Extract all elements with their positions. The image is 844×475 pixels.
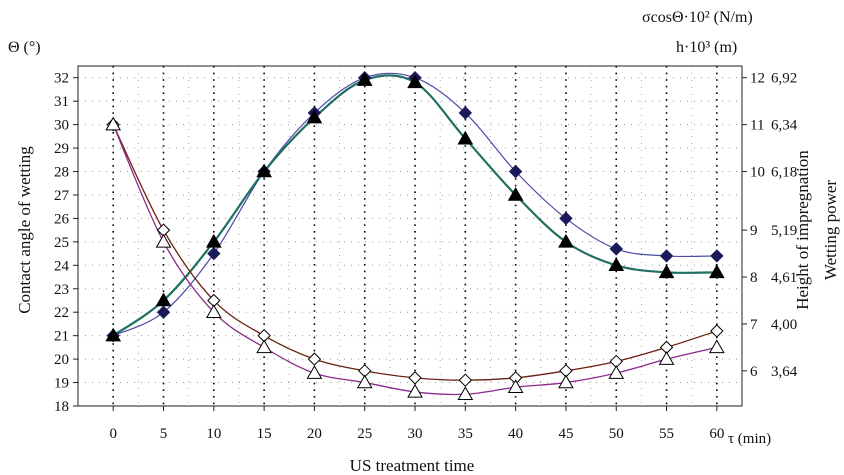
x-tick-label: 20 [307, 426, 322, 442]
y-right-outer-tick-label: 5,19 [771, 223, 797, 239]
diamond-marker [307, 352, 322, 366]
x-tick-label: 55 [659, 426, 674, 442]
y-left-tick-label: 18 [54, 399, 69, 415]
y-left-tick-label: 20 [54, 352, 69, 368]
triangle-marker [407, 74, 423, 89]
triangle-marker [507, 186, 524, 201]
x-tick-label: 5 [160, 426, 168, 442]
triangle-marker [155, 233, 172, 248]
y-left-tick-label: 24 [54, 258, 70, 274]
triangle-marker [105, 327, 122, 342]
y-right-inner-tick-label: 6 [750, 364, 758, 380]
y-right-inner-tick-label: 11 [750, 118, 764, 134]
diamond-marker [458, 106, 473, 120]
y-left-tick-label: 23 [54, 282, 69, 298]
y-right-inner-tick-label: 12 [750, 71, 765, 87]
triangle-marker [608, 257, 625, 272]
triangle-marker [407, 383, 423, 398]
y-right-inner-tick-label: 8 [750, 270, 758, 286]
y-left-tick-label: 21 [54, 329, 69, 345]
x-tick-label: 35 [458, 426, 473, 442]
triangle-marker [457, 130, 474, 145]
y-right-inner-tick-label: 7 [750, 317, 758, 333]
triangle-marker [256, 339, 272, 354]
series-markers [105, 71, 725, 401]
y-left-unit: Θ (°) [8, 39, 41, 56]
y-left-label: Contact angle of wetting [15, 146, 34, 314]
series-curves [112, 72, 718, 396]
triangle-marker [507, 379, 524, 393]
y-left-tick-label: 26 [54, 211, 70, 227]
y-right-inner-unit: h·10³ (m) [676, 39, 737, 56]
x-tick-label: 60 [709, 426, 724, 442]
diamond-marker [559, 211, 573, 226]
triangle-marker [708, 339, 725, 354]
y-left-tick-label: 31 [54, 94, 69, 110]
x-tick-label: 50 [609, 426, 624, 442]
triangle-marker [205, 233, 222, 248]
y-left-tick-label: 32 [54, 71, 69, 87]
triangle-marker [306, 109, 323, 124]
diamond-marker [710, 249, 724, 263]
triangle-marker [558, 374, 574, 389]
triangle-marker [105, 116, 122, 131]
y-right-outer-unit: σcosΘ·10² (N/m) [642, 9, 753, 26]
y-left-tick-label: 25 [54, 235, 69, 251]
triangle-marker [658, 351, 675, 365]
y-right-outer-tick-label: 3,64 [771, 364, 798, 380]
triangle-marker [256, 163, 272, 178]
triangle-marker [155, 292, 172, 307]
y-left-tick-label: 28 [54, 165, 69, 181]
y-right-inner-tick-label: 10 [750, 165, 765, 181]
tick-marks [73, 77, 747, 411]
diamond-marker [458, 373, 473, 387]
x-tick-label: 0 [109, 426, 117, 442]
tick-labels: 0 5 10 15 20 25 30 35 40 45 50 55 60 18 19 20 21 22 23 24 25… [54, 71, 798, 442]
triangle-marker [558, 233, 574, 248]
y-right-outer-tick-label: 6,18 [771, 165, 797, 181]
diamond-marker [609, 242, 623, 256]
y-right-outer-tick-label: 4,00 [771, 317, 797, 333]
y-left-tick-label: 22 [54, 305, 69, 321]
triangle-marker [356, 374, 373, 389]
x-tick-label: 30 [408, 426, 423, 442]
y-right-inner-label: Height of impregnation [793, 150, 812, 310]
diamond-marker [659, 249, 674, 263]
y-right-inner-tick-label: 9 [750, 223, 758, 239]
x-tick-label: 10 [206, 426, 221, 442]
y-left-tick-label: 30 [54, 118, 69, 134]
y-right-outer-label: Wetting power [821, 180, 840, 280]
diamond-marker [508, 164, 523, 179]
x-tick-label: 40 [508, 426, 523, 442]
diamond-marker [207, 246, 221, 261]
y-right-outer-tick-label: 6,34 [771, 118, 798, 134]
x-axis-label: US treatment time [350, 456, 475, 475]
triangle-marker [306, 365, 323, 379]
triangle-marker [457, 386, 474, 401]
diamond-marker [710, 324, 724, 338]
y-left-tick-label: 19 [54, 376, 69, 392]
diamond-marker [156, 305, 171, 319]
y-left-tick-label: 29 [54, 141, 69, 157]
y-right-outer-tick-label: 4,61 [771, 270, 797, 286]
triangle-marker [356, 72, 373, 86]
triangle-marker [608, 365, 625, 379]
triangle-marker [658, 264, 675, 279]
y-left-tick-label: 27 [54, 188, 70, 204]
diamond-marker [408, 371, 422, 385]
x-tick-label: 45 [558, 426, 573, 442]
x-axis-unit: τ (min) [728, 431, 771, 447]
triangle-marker [708, 264, 725, 279]
y-right-outer-tick-label: 6,92 [771, 71, 797, 87]
x-tick-label: 15 [257, 426, 272, 442]
triangle-marker [205, 304, 222, 318]
plot-frame [77, 65, 743, 407]
x-tick-label: 25 [357, 426, 372, 442]
